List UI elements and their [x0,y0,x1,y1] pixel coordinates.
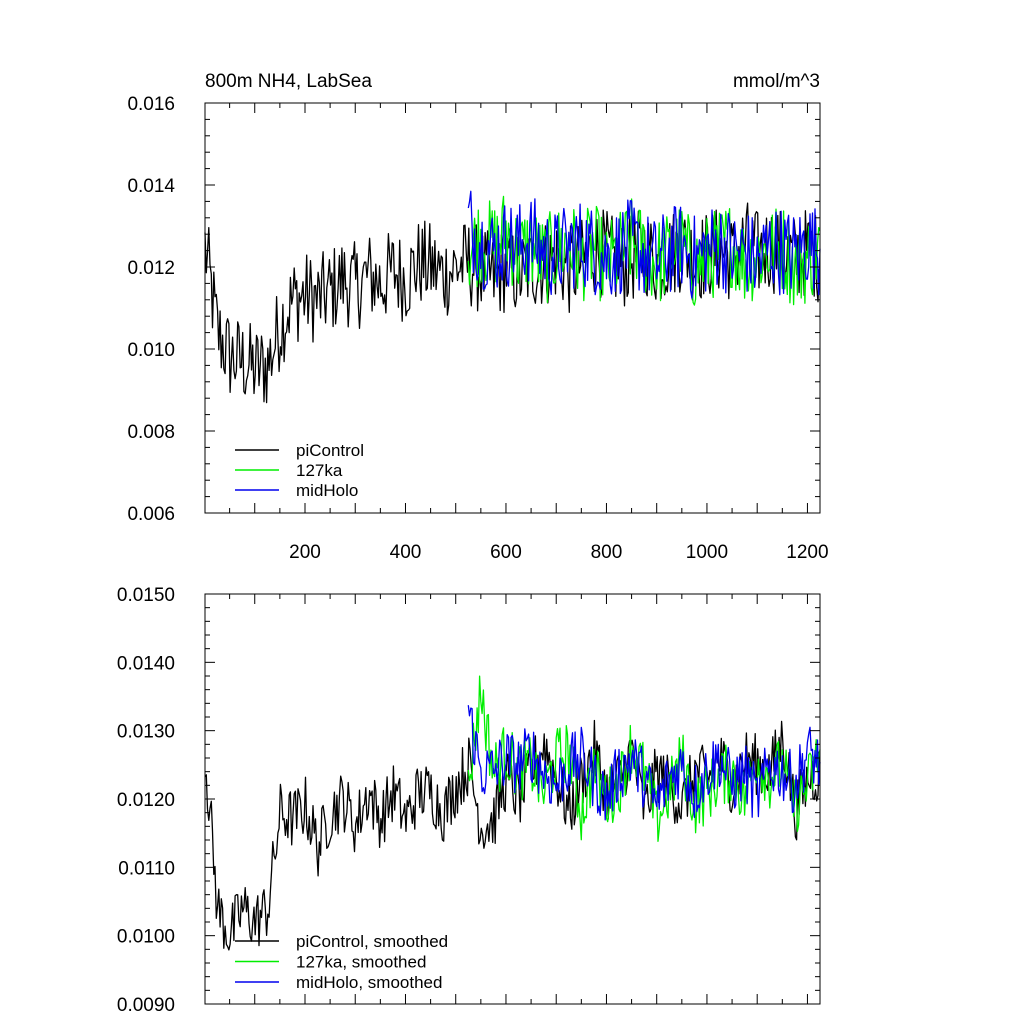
top-x-tick-labels: 200 400 600 800 1000 1200 [289,542,828,563]
top-x-tick-label: 1000 [686,542,728,563]
top-y-tick-label: 0.006 [127,504,175,525]
top-plot-frame [204,102,821,514]
bottom-series-127ka-smoothed-line [467,675,821,842]
top-x-tick-label: 200 [289,542,321,563]
top-series-layer [204,190,821,404]
top-y-tick-label: 0.014 [127,176,175,197]
bottom-legend-label: midHolo, smoothed [296,973,442,992]
top-legend-label: 127ka [296,461,343,480]
top-x-tick-label: 800 [591,542,623,563]
bottom-y-tick-label: 0.0130 [117,722,175,743]
bottom-series-layer [204,675,821,951]
bottom-y-tick-label: 0.0150 [117,585,175,606]
bottom-legend-label: piControl, smoothed [296,932,448,951]
top-x-tick-label: 1200 [786,542,828,563]
bottom-y-tick-label: 0.0140 [117,653,175,674]
top-ticks-layer [205,102,820,514]
bottom-y-tick-labels: 0.0090 0.0100 0.0110 0.0120 0.0130 0.0140 0.01… [117,585,175,1016]
bottom-y-tick-label: 0.0120 [117,790,175,811]
top-y-tick-label: 0.010 [127,340,175,361]
top-legend-label: midHolo [296,481,358,500]
top-series-127ka-line [467,195,821,306]
top-y-tick-label: 0.008 [127,422,175,443]
top-y-tick-labels: 0.006 0.008 0.010 0.012 0.014 0.016 [127,94,175,525]
top-x-tick-label: 400 [390,542,422,563]
top-x-tick-label: 600 [490,542,522,563]
bottom-legend: piControl, smoothed 127ka, smoothedmidHol… [235,932,448,992]
top-chart-units: mmol/m^3 [733,71,820,92]
bottom-y-tick-label: 0.0090 [117,995,175,1016]
top-series-midholo-line [467,190,821,299]
bottom-ticks-layer [205,593,820,1005]
bottom-legend-label: 127ka, smoothed [296,953,426,972]
top-legend-label: piControl [296,441,364,460]
top-y-tick-label: 0.016 [127,94,175,115]
top-chart-title: 800m NH4, LabSea [205,71,372,92]
top-panel: 200 400 600 800 1000 1200 0.006 0.008 0.010 0.01… [127,71,828,563]
bottom-series-midholo-smoothed-line [467,705,821,821]
bottom-y-tick-label: 0.0100 [117,927,175,948]
bottom-panel: 0.0090 0.0100 0.0110 0.0120 0.0130 0.0140 0.01… [117,585,821,1016]
top-y-tick-label: 0.012 [127,258,175,279]
bottom-y-tick-label: 0.0110 [118,858,175,879]
